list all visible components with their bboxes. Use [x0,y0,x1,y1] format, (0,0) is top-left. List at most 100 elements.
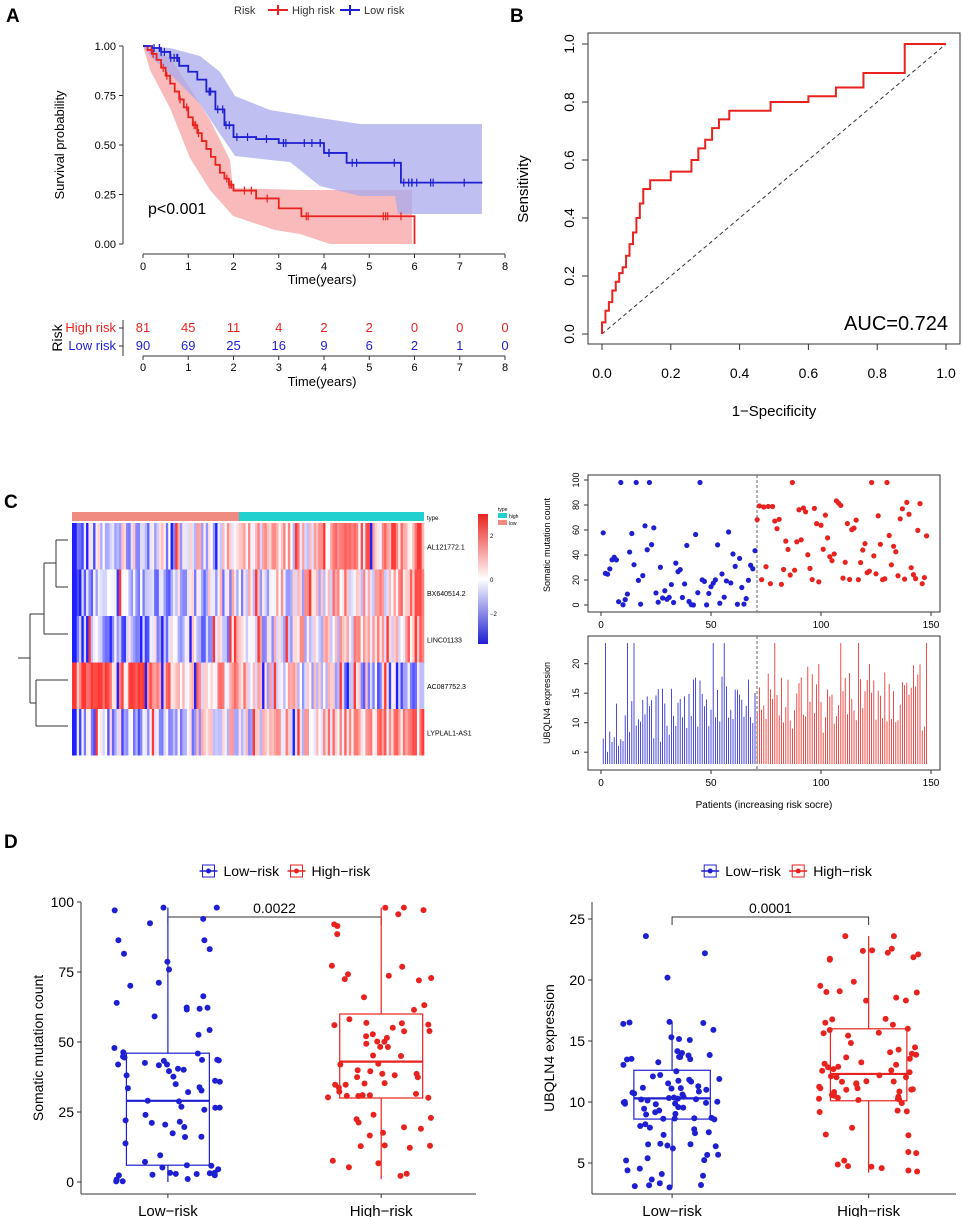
heatmap-cell [189,616,192,663]
c-scatter-point [741,601,747,607]
roc-ytick: 0.4 [561,208,577,228]
c-scatter-ytick: 60 [571,525,581,535]
heatmap-cell [271,662,275,709]
heatmap-cell [386,709,390,756]
heatmap-cell [365,616,368,663]
heatmap-cell [100,662,103,709]
heatmap-cell [165,569,169,616]
heatmap-cell [421,523,425,570]
d-point [401,1124,407,1131]
c-scatter-point [904,499,910,506]
d-point [668,1034,675,1041]
heatmap-cell [355,523,359,570]
heatmap-cell [240,523,244,570]
heatmap-cell [353,616,357,663]
heatmap-cell [280,523,284,570]
d-point [176,1118,183,1125]
d-point [206,1027,213,1033]
heatmap-cell [292,569,296,616]
c-scatter-point [884,479,890,486]
heatmap-cell [102,662,106,709]
heatmap-row-label: BX640514.2 [427,591,466,598]
heatmap-cell [278,616,282,663]
heatmap-cell [88,523,92,570]
c-scatter-point [620,602,626,608]
heatmap-cell [208,569,211,616]
risk-xlabel: Time(years) [288,374,357,389]
c-scatter-point [697,479,703,486]
heatmap-cell [224,523,228,570]
c-bars-ytick: 5 [571,750,581,755]
heatmap-cell [140,709,143,756]
heatmap-cell [191,523,195,570]
d-point [704,1151,711,1158]
d-point [208,1162,215,1169]
heatmap-cell [421,616,425,663]
heatmap-cell [358,569,361,616]
d-ytick: 100 [51,894,75,910]
heatmap-cell [388,523,392,570]
heatmap-cell [74,616,77,663]
d-box [125,1052,210,1166]
heatmap-cell [365,523,368,570]
heatmap-cell [301,569,305,616]
km-legend-high: High risk [268,5,335,17]
heatmap-cell [186,662,190,709]
heatmap-cell [250,662,253,709]
heatmap-cell [311,523,315,570]
heatmap-cell [158,662,162,709]
heatmap-cell [194,569,197,616]
km-curve-low [143,45,483,184]
heatmap-cell [93,569,96,616]
heatmap-cell [149,616,153,663]
heatmap-cell [370,569,373,616]
heatmap-cell [332,709,336,756]
heatmap-cell [208,616,211,663]
c-scatter-point [629,530,635,537]
d-legend-high-box [791,864,805,878]
d-point [398,1020,405,1027]
heatmap-cell [421,709,425,756]
heatmap-cell [334,523,338,570]
heatmap-cell [393,616,397,663]
d-legend-low-dot [707,868,713,874]
d-point [201,1106,208,1113]
c-scatter-ytick: 0 [571,602,581,607]
d-point [817,1085,824,1092]
heatmap-cell [283,523,286,570]
d-point [417,1125,424,1132]
heatmap-cell [332,616,336,663]
heatmap-cell [287,569,291,616]
c-scatter-point [882,576,888,582]
d-point [898,1100,905,1107]
d-ytick: 0 [66,1174,74,1190]
heatmap-cell [175,709,178,756]
heatmap-cell [337,662,340,709]
heatmap-cell [217,662,221,709]
heatmap-cell [416,662,420,709]
heatmap-legend-high: high [509,514,519,520]
heatmap-cell [379,569,383,616]
heatmap-cell [93,616,96,663]
heatmap-cell [151,616,155,663]
heatmap-cell [245,662,249,709]
heatmap-cell [233,616,237,663]
d-point [903,1074,909,1081]
heatmap-row-label: AL121772.1 [427,544,465,551]
heatmap-cell [107,662,110,709]
d-point [835,1063,842,1070]
c-scatter-point [805,552,811,558]
heatmap-cell [325,709,329,756]
d-point [381,1038,388,1045]
heatmap-cell [414,569,418,616]
d-point [382,904,389,911]
heatmap-cell [107,709,110,756]
heatmap-cell [196,662,200,709]
d-point [426,1028,433,1034]
heatmap-cell [355,569,359,616]
heatmap-cell [309,662,312,709]
km-legend-low-label: Low risk [364,5,405,17]
heatmap-cell [278,709,282,756]
heatmap-cell [186,709,190,756]
heatmap-cell [245,569,249,616]
